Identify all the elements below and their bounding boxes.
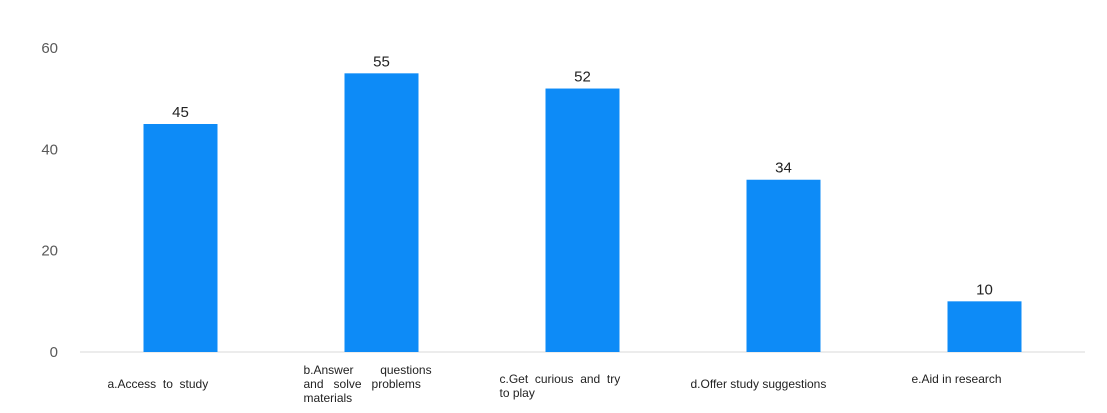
value-labels-group: 45 55 52 34 10 bbox=[172, 53, 993, 298]
value-label-1: 45 bbox=[172, 104, 189, 121]
bar-3 bbox=[545, 88, 620, 353]
y-tick-label-60: 60 bbox=[41, 40, 58, 57]
category-label-line: b.Answer questions bbox=[303, 363, 432, 377]
category-label-line: e.Aid in research bbox=[911, 372, 1002, 386]
category-label-4: d.Offer study suggestions bbox=[691, 377, 881, 391]
value-label-3: 52 bbox=[574, 69, 591, 86]
category-label-3: c.Get curious and try to play bbox=[500, 372, 670, 400]
category-label-line: a.Access to study bbox=[107, 377, 209, 391]
category-label-line: c.Get curious and try bbox=[499, 372, 621, 386]
category-label-line: materials bbox=[303, 391, 353, 405]
category-label-line: d.Offer study suggestions bbox=[690, 377, 827, 391]
bar-5 bbox=[947, 301, 1022, 352]
bar-4 bbox=[746, 179, 821, 352]
value-label-4: 34 bbox=[775, 160, 792, 177]
bar-1 bbox=[143, 124, 218, 352]
category-label-line: and solve problems bbox=[303, 377, 421, 391]
y-tick-label-20: 20 bbox=[41, 243, 58, 260]
category-label-5: e.Aid in research bbox=[912, 372, 1062, 386]
category-label-line: to play bbox=[499, 386, 535, 400]
value-label-2: 55 bbox=[373, 53, 390, 70]
y-tick-label-40: 40 bbox=[41, 141, 58, 158]
category-label-1: a.Access to study bbox=[108, 377, 258, 391]
value-label-5: 10 bbox=[976, 281, 993, 298]
category-label-2: b.Answer questions and solve problems mate… bbox=[304, 363, 464, 405]
bars-group bbox=[143, 73, 1022, 353]
y-tick-label-0: 0 bbox=[50, 344, 58, 361]
bar-2 bbox=[344, 73, 419, 352]
y-axis: 0 20 40 60 bbox=[41, 40, 58, 361]
